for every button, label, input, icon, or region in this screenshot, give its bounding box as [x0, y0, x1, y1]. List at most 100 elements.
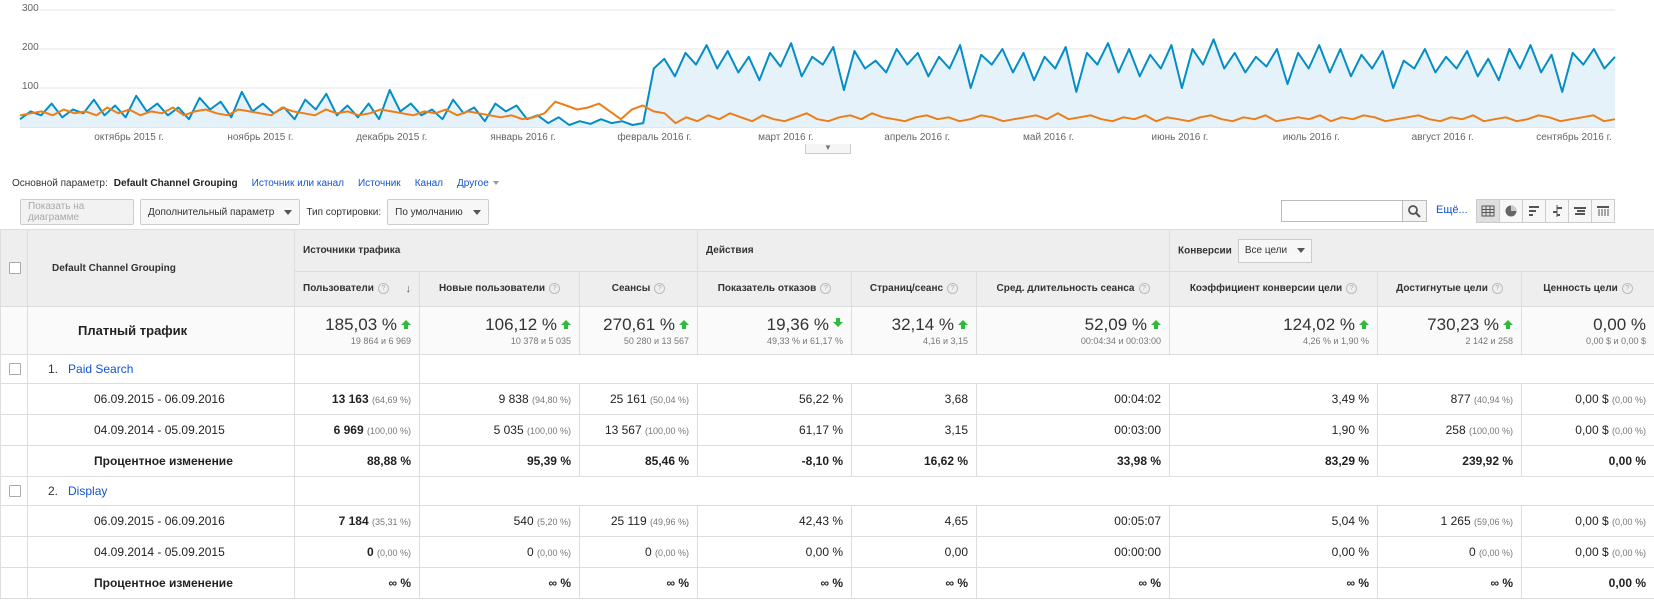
- col-avg-session-duration-cell: ∞ %: [976, 567, 1171, 599]
- col-new-users-header[interactable]: Новые пользователи?: [419, 271, 580, 307]
- total-compare-values: 49,33 % и 61,17 %: [766, 336, 844, 346]
- col-goal-value-header[interactable]: Ценность цели?: [1521, 271, 1654, 307]
- col-users-cell: ∞ %: [294, 567, 420, 599]
- channel-link[interactable]: Display: [68, 484, 108, 498]
- dimension-link-source-medium[interactable]: Источник или канал: [251, 177, 344, 189]
- col-goal-value-cell: 0,00 $ (0,00 %): [1521, 383, 1654, 415]
- col-users-cell: 7 184 (35,31 %): [294, 505, 420, 537]
- col-sessions-cell: 25 161 (50,04 %): [578, 383, 699, 415]
- sort-type-dropdown[interactable]: По умолчанию: [387, 199, 489, 225]
- view-term-cloud-button[interactable]: [1568, 199, 1592, 223]
- search-button[interactable]: [1402, 200, 1427, 222]
- percent-change-row: Процентное изменение 88,88 % 95,39 % 85,46 …: [0, 445, 1654, 477]
- col-avg-session-duration-cell: 00:03:00: [976, 414, 1171, 446]
- date-range-row: 04.09.2014 - 05.09.2015 6 969 (100,00 %) 5…: [0, 414, 1654, 446]
- help-icon[interactable]: ?: [1138, 283, 1150, 295]
- cell-value: ∞ %: [548, 576, 571, 590]
- col-bounce-rate-cell: 61,17 %: [697, 414, 853, 446]
- channel-link[interactable]: Paid Search: [68, 362, 134, 376]
- plot-rows-button[interactable]: Показать на диаграмме: [20, 199, 134, 225]
- col-users-cell: 6 969 (100,00 %): [294, 414, 420, 446]
- cell-value: 0,00 $: [1575, 392, 1609, 406]
- view-pie-button[interactable]: [1499, 199, 1523, 223]
- col-goal-value-label: Ценность цели: [1543, 283, 1618, 295]
- channel-row: 1. Paid Search: [0, 354, 1654, 384]
- col-pages-per-session-header[interactable]: Страниц/сеанс?: [851, 271, 978, 307]
- plot-rows-label: Показать на диаграмме: [28, 201, 85, 223]
- help-icon[interactable]: ?: [377, 283, 389, 294]
- table-search-input[interactable]: [1281, 200, 1425, 222]
- view-pivot-button[interactable]: [1591, 199, 1615, 223]
- cell-percent-of-total: (100,00 %): [644, 426, 690, 436]
- percent-change-label: Процентное изменение: [27, 567, 295, 599]
- series-line-previous[interactable]: [19, 100, 1616, 125]
- col-goal-conversion-rate-header[interactable]: Коэффициент конверсии цели?: [1169, 271, 1379, 307]
- help-icon[interactable]: ?: [654, 283, 666, 295]
- col-avg-session-duration-header[interactable]: Сред. длительность сеанса?: [976, 271, 1171, 307]
- col-goal-value-cell: 0,00 %: [1521, 445, 1654, 477]
- total-checkbox-cell: [0, 306, 28, 355]
- dimension-header[interactable]: Default Channel Grouping: [27, 229, 295, 307]
- total-change-value: 124,02 %: [1283, 315, 1356, 334]
- col-bounce-rate-cell: 56,22 %: [697, 383, 853, 415]
- sort-type-value: По умолчанию: [395, 206, 463, 218]
- x-tick-label: июль 2016 г.: [1283, 132, 1340, 143]
- col-new-users-label: Новые пользователи: [438, 283, 546, 295]
- date-range-row: 04.09.2014 - 05.09.2015 0 (0,00 %) 0 (0,00…: [0, 536, 1654, 568]
- cell-value: 56,22 %: [798, 392, 844, 406]
- total-change-value: 19,36 %: [766, 315, 830, 334]
- help-icon[interactable]: ?: [947, 283, 959, 295]
- total-change-value: 270,61 %: [603, 315, 676, 334]
- cell-value: 3,68: [944, 392, 969, 406]
- help-icon[interactable]: ?: [1346, 283, 1358, 295]
- arrow-up-icon: [679, 320, 690, 329]
- col-goal-completions-header[interactable]: Достигнутые цели?: [1377, 271, 1523, 307]
- col-pages-per-session-cell: 4,65: [851, 505, 978, 537]
- channel-row: 2. Display: [0, 476, 1654, 506]
- col-goal-value-cell: 0,00 $ (0,00 %): [1521, 505, 1654, 537]
- cell-value: ∞ %: [666, 576, 690, 590]
- goal-select-dropdown[interactable]: Все цели: [1237, 238, 1313, 263]
- chevron-down-icon: [472, 209, 481, 215]
- dimension-other-dropdown[interactable]: Другое: [457, 178, 499, 189]
- col-bounce-rate-header[interactable]: Показатель отказов?: [697, 271, 853, 307]
- arrow-up-icon: [1503, 320, 1514, 329]
- row-checkbox[interactable]: [9, 363, 21, 376]
- col-pages-per-session-cell: 16,62 %: [851, 445, 978, 477]
- arrow-up-icon: [1359, 320, 1370, 329]
- collapse-chart-handle[interactable]: ▼: [805, 144, 851, 154]
- row-checkbox[interactable]: [9, 485, 21, 498]
- select-all-checkbox[interactable]: [9, 262, 21, 274]
- dimension-link-medium[interactable]: Канал: [414, 177, 443, 189]
- percent-change-row: Процентное изменение ∞ % ∞ % ∞ % ∞ % ∞ % ∞ % ∞ …: [0, 567, 1654, 599]
- advanced-link[interactable]: Ещё...: [1436, 204, 1468, 216]
- col-new-users-cell: 540 (5,20 %): [419, 505, 580, 537]
- cell-percent-of-total: (64,69 %): [371, 395, 411, 405]
- help-icon[interactable]: ?: [820, 283, 832, 295]
- col-sessions-header[interactable]: Сеансы?: [578, 271, 699, 307]
- empty-cell: [294, 476, 420, 506]
- secondary-dimension-dropdown[interactable]: Дополнительный параметр: [140, 199, 301, 225]
- dimension-link-source[interactable]: Источник: [357, 177, 401, 189]
- col-goal-value-cell: 0,00 $ (0,00 %): [1521, 414, 1654, 446]
- primary-dimension-label: Основной параметр:: [12, 177, 108, 189]
- cell-value: 25 161: [609, 392, 647, 406]
- view-comparison-button[interactable]: [1545, 199, 1569, 223]
- total-row: Платный трафик 185,03 % 19 864 и 6 969 106,…: [0, 306, 1654, 355]
- help-icon[interactable]: ?: [1621, 283, 1633, 295]
- view-table-button[interactable]: [1476, 199, 1500, 223]
- help-icon[interactable]: ?: [1491, 283, 1503, 295]
- col-users-header[interactable]: Пользователи? ↓: [294, 271, 420, 307]
- row-number: 1.: [48, 362, 59, 376]
- view-switcher: [1476, 199, 1615, 223]
- col-goal-value-cell: 0,00 $ (0,00 %): [1521, 536, 1654, 568]
- empty-cell: [0, 445, 28, 477]
- x-tick-label: сентябрь 2016 г.: [1536, 131, 1612, 143]
- help-icon[interactable]: ?: [549, 283, 561, 295]
- cell-value: 83,29 %: [1324, 454, 1370, 468]
- pie-chart-icon: [1505, 205, 1517, 217]
- cell-value: 0,00 %: [805, 545, 844, 559]
- current-dimension: Default Channel Grouping: [113, 177, 238, 189]
- col-goal-completions-cell: 239,92 %: [1377, 445, 1523, 477]
- view-performance-button[interactable]: [1522, 199, 1546, 223]
